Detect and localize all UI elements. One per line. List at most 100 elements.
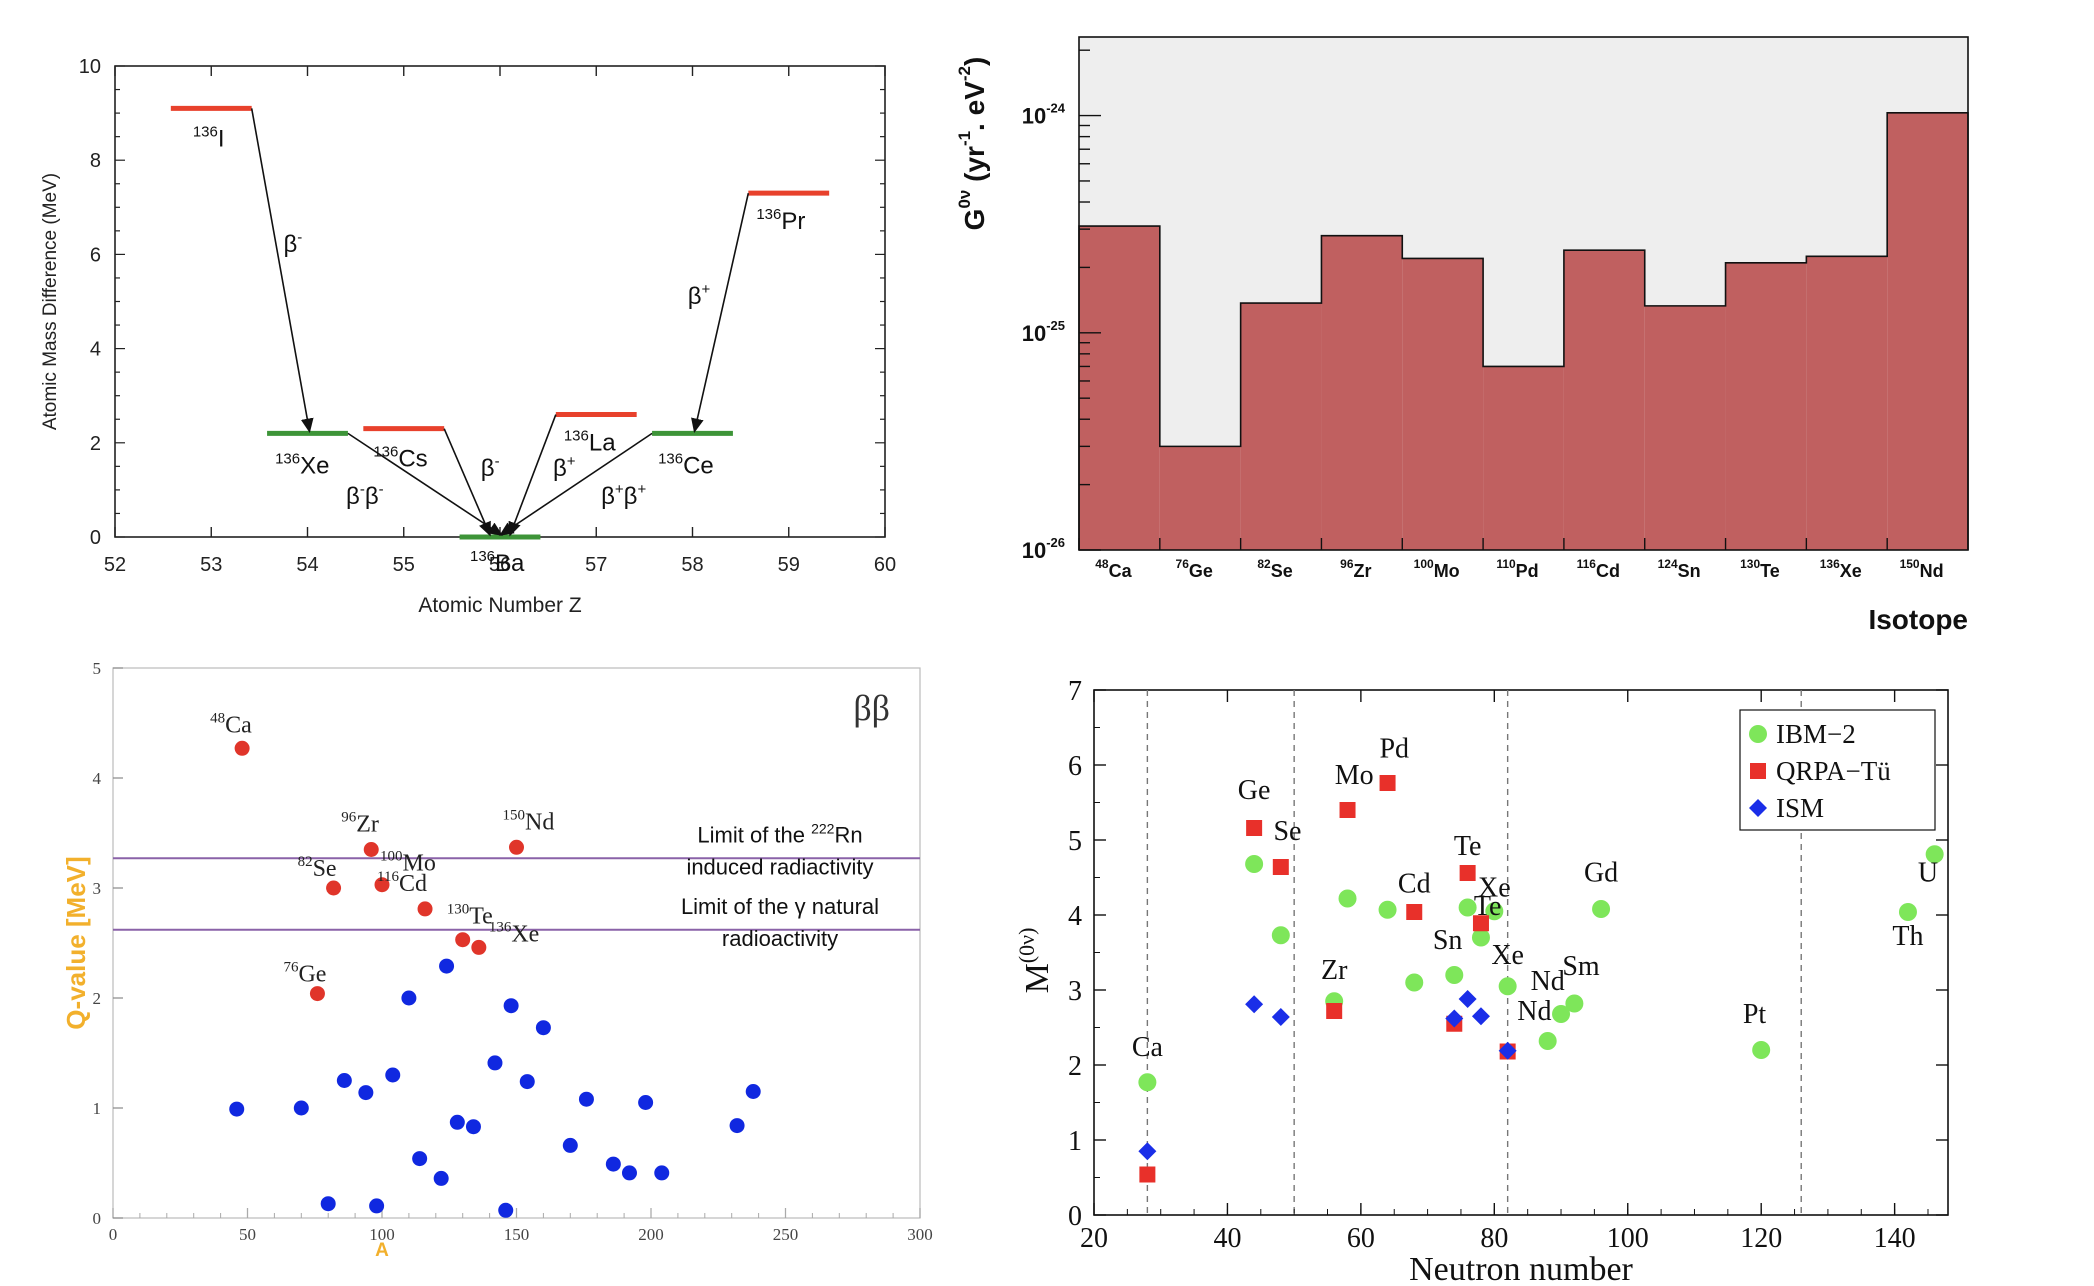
nucleus-label: Ca — [1132, 1032, 1164, 1063]
mass-number: 136 — [564, 428, 589, 445]
element-symbol: Ca — [225, 712, 252, 738]
y-tick-label: 3 — [1068, 976, 1082, 1007]
y-tick-label: 5 — [1068, 826, 1082, 857]
y-tick-label: 4 — [90, 339, 101, 361]
element-symbol: Xe — [511, 921, 539, 947]
beta-symbol: β — [601, 483, 615, 510]
transition-label: β- — [283, 229, 302, 258]
element-symbol: La — [589, 430, 616, 457]
nucleus-label: Sn — [1433, 925, 1463, 956]
transition-arrow — [691, 192, 750, 433]
x-tick-label: 124Sn — [1658, 557, 1701, 581]
tick-base: 10 — [1022, 321, 1046, 346]
element-symbol: Nd — [1920, 561, 1944, 581]
limit-text: Limit of the — [697, 822, 811, 847]
nuclide-label: 150Nd — [503, 807, 555, 835]
nucleus-label: Te — [1454, 831, 1482, 862]
data-point-ism — [1471, 1007, 1490, 1026]
element-symbol: Xe — [300, 452, 329, 479]
y-label-symbol: G — [959, 209, 990, 231]
x-tick-label: 82Se — [1257, 557, 1292, 581]
limit-text-end: Rn — [834, 822, 862, 847]
x-tick-label: 53 — [200, 554, 222, 576]
transition-label: β-β- — [346, 481, 384, 510]
mass-number: 116 — [1577, 557, 1597, 571]
mass-number: 136 — [1820, 557, 1840, 571]
nucleus-label: Xe — [1478, 872, 1511, 903]
mass-number: 100 — [1414, 557, 1434, 571]
y-tick-label: 2 — [93, 989, 102, 1008]
nuclide-label: 136Xe — [275, 450, 329, 479]
blue-point — [439, 958, 455, 974]
mass-number: 136 — [489, 919, 512, 935]
x-tick-label: 150 — [504, 1225, 530, 1244]
blue-point — [358, 1085, 374, 1101]
panel-nme: 20 40 60 80 100 120 140 0 1 2 3 4 5 6 7 Neutron number M… — [1014, 676, 1949, 1286]
limit-label: Limit of the γ natural — [681, 894, 879, 919]
data-point-ibm2 — [1925, 845, 1944, 864]
tick-exponent: -24 — [1046, 101, 1066, 116]
limit-sup: 222 — [811, 820, 835, 836]
y-tick-label: 6 — [90, 244, 101, 266]
x-tick-label: 60 — [1347, 1223, 1375, 1254]
nucleus-label: Pd — [1379, 734, 1409, 765]
red-point — [234, 740, 250, 756]
element-symbol: Pd — [1516, 561, 1539, 581]
mass-number: 82 — [1257, 557, 1271, 571]
mass-number: 76 — [1176, 557, 1190, 571]
bar — [1644, 305, 1726, 550]
bar — [1402, 258, 1484, 550]
beta-sign: + — [702, 281, 711, 298]
x-tick-label: 57 — [585, 554, 607, 576]
nucleus-label: Te — [1474, 891, 1502, 922]
blue-point — [449, 1114, 465, 1130]
blue-point — [519, 1074, 535, 1090]
x-axis-label: Neutron number — [1409, 1251, 1633, 1286]
data-point-ibm2 — [1485, 902, 1504, 921]
red-point — [417, 901, 433, 917]
blue-point — [745, 1084, 761, 1099]
mass-number: 48 — [210, 710, 225, 726]
x-tick-label: 150Nd — [1900, 557, 1944, 581]
blue-point — [503, 998, 519, 1014]
data-point-ibm2 — [1271, 926, 1290, 945]
data-point-ibm2 — [1898, 903, 1917, 921]
mass-number: 136 — [470, 548, 495, 565]
transition-arrow — [250, 108, 314, 433]
y-tick-label: 10-26 — [1022, 535, 1065, 563]
data-point-ibm2 — [1552, 1005, 1571, 1023]
data-point-qrpa — [1326, 1003, 1343, 1019]
x-tick-label: 48Ca — [1095, 557, 1132, 581]
blue-point — [385, 1067, 401, 1083]
blue-point — [562, 1137, 578, 1153]
element-symbol: Ge — [1189, 561, 1213, 581]
y-tick-label: 2 — [90, 433, 101, 455]
y-tick-label: 7 — [1068, 676, 1082, 707]
data-point-qrpa — [1379, 775, 1396, 791]
blue-point — [578, 1091, 594, 1107]
x-axis-label: A — [375, 1240, 389, 1261]
bar — [1725, 262, 1807, 550]
beta-symbol: β — [624, 483, 638, 510]
legend-label: ISM — [1776, 793, 1824, 823]
mass-number: 100 — [380, 849, 403, 865]
element-symbol: Ce — [683, 452, 714, 479]
transition-arrow — [499, 432, 653, 536]
y-label-sup: 0ν — [955, 190, 974, 209]
element-symbol: Cd — [399, 871, 427, 897]
plot-frame — [114, 65, 886, 538]
y-tick-label: 0 — [93, 1209, 102, 1228]
legend-label: IBM−2 — [1776, 719, 1856, 749]
mass-number: 48 — [1095, 557, 1109, 571]
y-axis-label: Q-value [MeV] — [61, 856, 91, 1029]
bar — [1806, 256, 1888, 550]
red-point — [455, 932, 471, 948]
nuclide-label: 76Ge — [283, 960, 326, 988]
beta-sign: + — [637, 481, 646, 498]
mass-number: 136 — [275, 450, 300, 467]
x-tick-label: 76Ge — [1176, 557, 1213, 581]
limit-label-line2: induced radiactivity — [686, 854, 873, 879]
mass-number: 150 — [503, 807, 526, 823]
y-tick-label: 1 — [93, 1099, 102, 1118]
blue-point — [729, 1118, 745, 1134]
